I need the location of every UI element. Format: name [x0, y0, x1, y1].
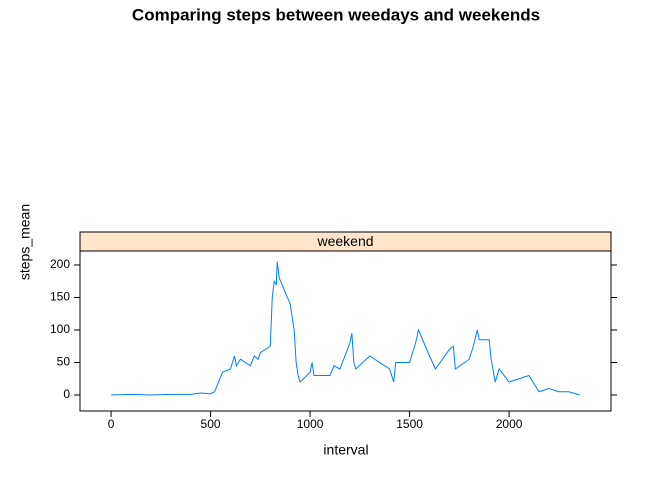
plot-frame	[79, 250, 612, 412]
y-tick-label: 50	[57, 355, 71, 369]
x-tick-label: 2000	[496, 417, 523, 431]
line	[111, 261, 580, 396]
chart-title: Comparing steps between weedays and week…	[132, 5, 540, 24]
x-tick-label: 1000	[297, 417, 324, 431]
y-tick-label: 0	[63, 387, 70, 401]
y-axis-label: steps_mean	[17, 204, 33, 280]
y-tick-label: 100	[50, 322, 70, 336]
x-tick-label: 0	[108, 417, 115, 431]
y-tick-label: 150	[50, 290, 70, 304]
y-tick-label: 200	[50, 257, 70, 271]
x-tick-label: 500	[201, 417, 221, 431]
strip-label: weekend	[316, 233, 373, 249]
x-axis-label: interval	[323, 442, 368, 458]
x-tick-label: 1500	[396, 417, 423, 431]
